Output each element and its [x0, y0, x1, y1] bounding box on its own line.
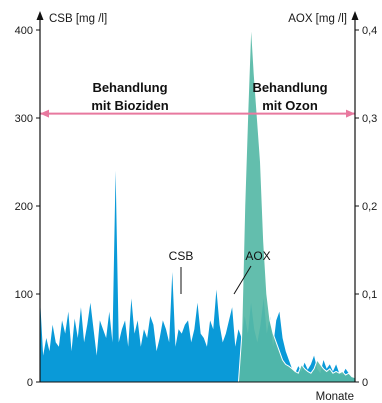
reference-arrow-left: [40, 109, 49, 118]
left-axis-arrow: [36, 11, 44, 20]
csb-area: [40, 170, 355, 382]
right-axis-arrow: [351, 11, 359, 20]
right-tick-label: 0,3: [362, 113, 377, 125]
aox-area-layer: [237, 21, 356, 383]
left-tick-label: 300: [15, 113, 33, 125]
reference-line-layer: [40, 109, 355, 118]
right-tick-label: 0,1: [362, 289, 377, 301]
annotation-biozide-line-2: mit Bioziden: [91, 98, 168, 113]
right-axis-title: AOX [mg /l]: [288, 13, 347, 25]
annotation-ozon-line-1: Behandlung: [252, 80, 327, 95]
csb-area-layer: [40, 170, 355, 382]
x-axis-title: Monate: [316, 391, 354, 403]
ticks-layer: 0 100 200 300 400 0 0,1 0,2 0,3 0,4: [15, 25, 378, 389]
aox-area: [238, 21, 355, 382]
annotation-biozide-line-1: Behandlung: [92, 80, 167, 95]
left-tick-label: 100: [15, 289, 33, 301]
left-tick-label: 200: [15, 201, 33, 213]
left-tick-label: 400: [15, 25, 33, 37]
aox-label-pointer: [233, 265, 252, 295]
left-axis-title: CSB [mg /l]: [49, 13, 107, 25]
right-tick-label: 0,2: [362, 201, 377, 213]
axes-layer: [36, 11, 359, 383]
right-tick-label: 0,4: [362, 25, 377, 37]
series-label-csb: CSB: [169, 249, 194, 263]
right-tick-label: 0: [362, 377, 368, 389]
annotation-ozon-line-2: mit Ozon: [262, 98, 318, 113]
reference-arrow-right: [346, 109, 355, 118]
aox-line: [237, 21, 356, 383]
left-tick-label: 0: [27, 377, 33, 389]
series-label-aox: AOX: [245, 249, 270, 263]
text-layer: CSB [mg /l] AOX [mg /l] Monate Behandlun…: [49, 13, 354, 403]
